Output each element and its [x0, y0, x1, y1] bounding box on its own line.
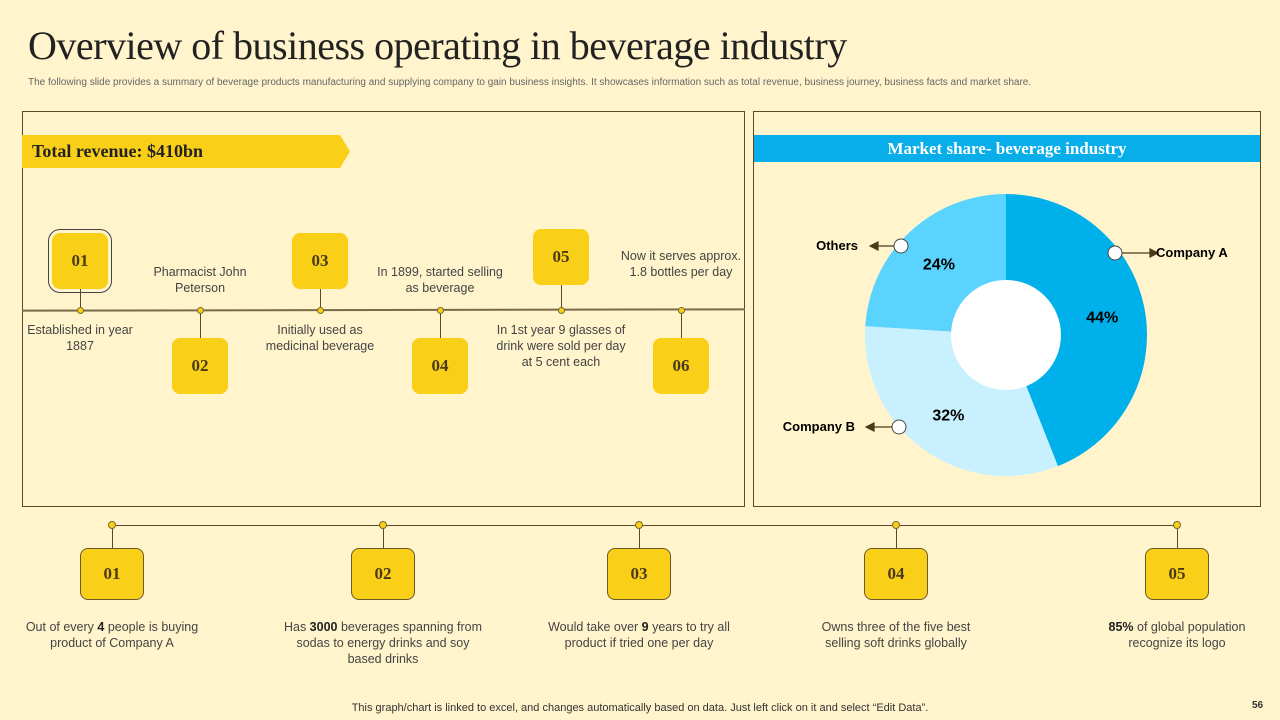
fact-highlight: 9 [641, 620, 649, 634]
journey-connector [80, 289, 81, 310]
journey-step-05: 05 [533, 229, 589, 285]
fact-highlight: 4 [97, 620, 105, 634]
journey-step-02: 02 [172, 338, 228, 394]
market-share-title: Market share- beverage industry [754, 135, 1260, 162]
market-share-panel [753, 111, 1261, 507]
donut-hole [951, 280, 1061, 390]
fact-text-post: of global population recognize its logo [1128, 620, 1246, 650]
journey-dot [316, 306, 324, 314]
legend-company-b: Company B [783, 419, 855, 434]
fact-highlight: 3000 [309, 620, 338, 634]
legend-others: Others [816, 238, 858, 253]
journey-dot [436, 306, 444, 314]
journey-connector [681, 310, 682, 338]
fact-connector [896, 525, 897, 548]
fact-text-post: beverages spanning from sodas to energy … [296, 620, 483, 666]
journey-connector [320, 289, 321, 310]
fact-connector [112, 525, 113, 548]
fact-highlight: 85% [1108, 620, 1134, 634]
journey-step-04: 04 [412, 338, 468, 394]
fact-step-05: 05 [1145, 548, 1209, 600]
fact-step-01: 01 [80, 548, 144, 600]
journey-text: Initially used as medicinal beverage [265, 323, 375, 353]
page-number: 56 [1252, 700, 1264, 711]
others-arrow-icon [868, 241, 879, 251]
journey-dot [196, 306, 204, 314]
journey-text: In 1899, started selling as beverage [377, 265, 503, 295]
fact-text-post: people is buying product of Company A [50, 620, 199, 650]
fact-text-pre: Out of every [25, 620, 98, 634]
donut-data-label: 32% [932, 407, 964, 424]
fact-dot [892, 521, 900, 529]
fact-connector [639, 525, 640, 548]
others-marker [893, 238, 909, 254]
fact-text-pre: Would take over [548, 620, 642, 634]
company-b-arrow-icon [864, 422, 875, 432]
fact-dot [379, 521, 387, 529]
journey-dot [557, 306, 565, 314]
journey-step-06: 06 [653, 338, 709, 394]
fact-step-03: 03 [607, 548, 671, 600]
donut-slice-company-a [1006, 194, 1147, 467]
fact-connector [383, 525, 384, 548]
fact-connector [1177, 525, 1178, 548]
journey-connector [440, 310, 441, 338]
journey-dot [76, 306, 84, 314]
journey-text: Established in year 1887 [27, 323, 133, 353]
company-a-arrow-icon [1149, 248, 1160, 258]
fact-text: Has 3000 beverages spanning from sodas t… [283, 619, 483, 667]
fact-step-02: 02 [351, 548, 415, 600]
donut-data-label: 24% [923, 257, 955, 274]
journey-text: In 1st year 9 glasses of drink were sold… [496, 323, 626, 369]
journey-text: Pharmacist John Peterson [153, 265, 247, 295]
journey-text: Now it serves approx. 1.8 bottles per da… [620, 249, 742, 279]
fact-text-pre: Has [283, 620, 310, 634]
fact-dot [108, 521, 116, 529]
fact-text-post: years to try all product if tried one pe… [564, 620, 730, 650]
total-revenue-banner: Total revenue: $410bn [22, 135, 350, 168]
journey-step-03: 03 [292, 233, 348, 289]
fact-dot [1173, 521, 1181, 529]
legend-company-a: Company A [1156, 245, 1228, 260]
fact-text-pre: Owns three of the five best selling soft… [821, 620, 971, 650]
company-b-marker [891, 419, 907, 435]
journey-step-01: 01 [48, 229, 112, 293]
company-a-marker [1107, 245, 1123, 261]
page-title: Overview of business operating in bevera… [28, 23, 847, 68]
journey-connector [561, 285, 562, 310]
journey-connector [200, 310, 201, 338]
donut-data-label: 44% [1086, 310, 1118, 327]
fact-text: 85% of global population recognize its l… [1087, 619, 1267, 651]
footer-note: This graph/chart is linked to excel, and… [351, 702, 929, 714]
fact-text: Out of every 4 people is buying product … [12, 619, 212, 651]
fact-text: Would take over 9 years to try all produ… [544, 619, 734, 651]
journey-dot [677, 306, 685, 314]
market-share-donut-chart: 44% 32% 24% Company A Others Company B [783, 194, 1228, 476]
fact-step-04: 04 [864, 548, 928, 600]
page-subtitle: The following slide provides a summary o… [28, 77, 1032, 88]
fact-dot [635, 521, 643, 529]
fact-text: Owns three of the five best selling soft… [811, 619, 981, 651]
facts-timeline-line [112, 525, 1178, 526]
